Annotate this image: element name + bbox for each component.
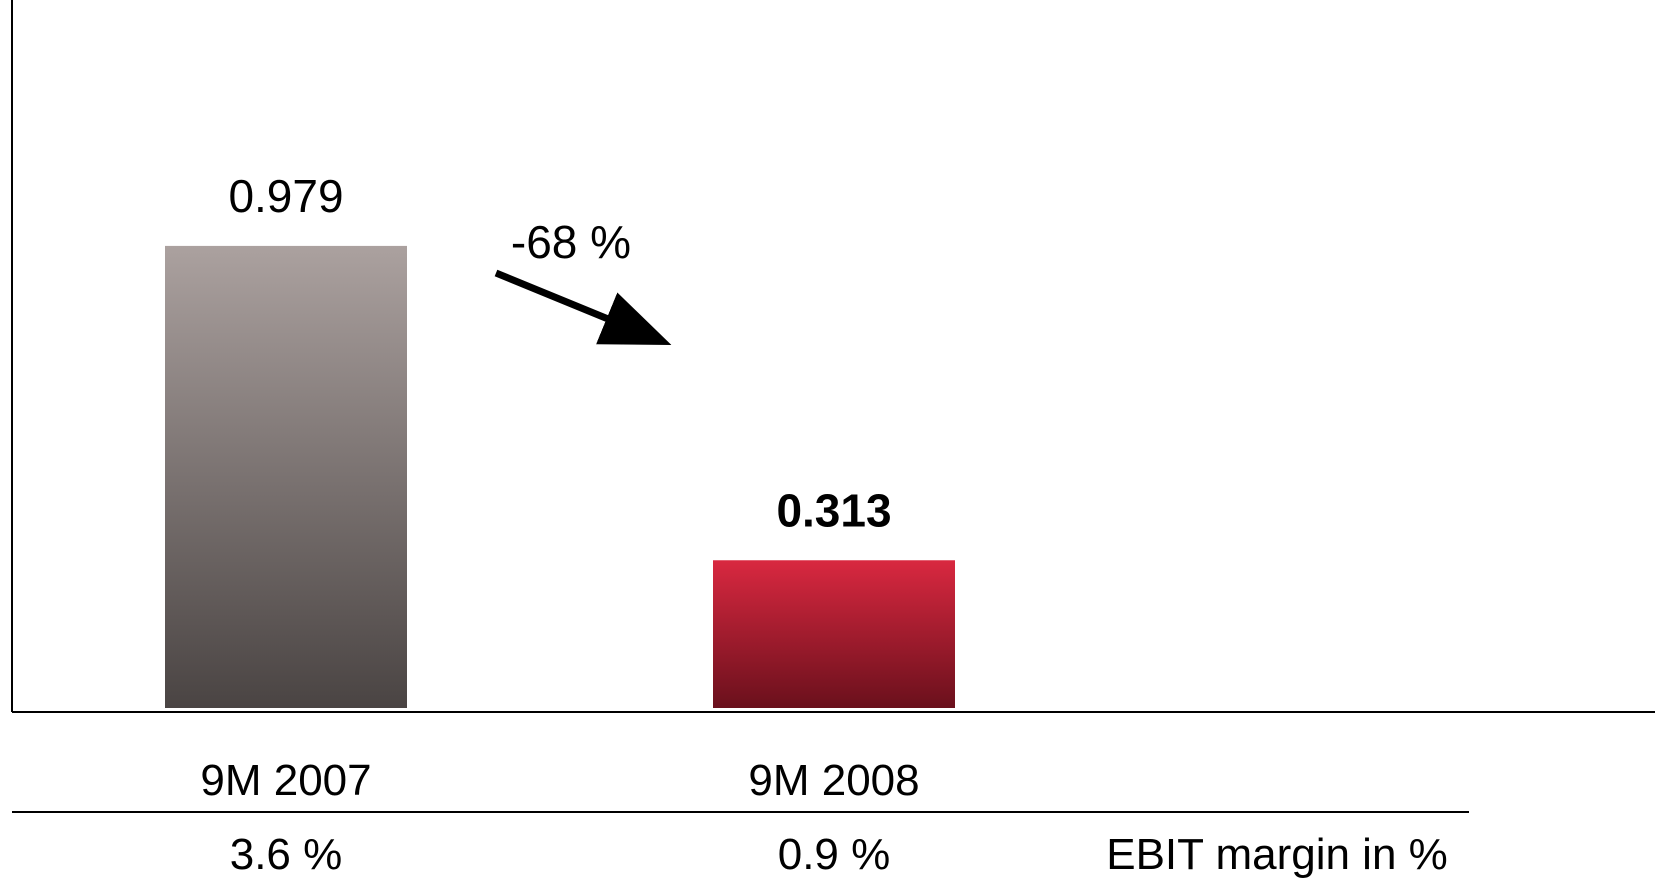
- bar-value-label: 0.979: [228, 170, 343, 222]
- change-annotation-label: -68 %: [511, 216, 631, 268]
- ebit-margin-value: 0.9 %: [778, 830, 891, 878]
- category-labels-group: 9M 2007 9M 2008: [200, 756, 919, 805]
- bar-9m-2007: [165, 245, 407, 709]
- bar-value-label: 0.313: [776, 484, 891, 536]
- x-tick-label: 9M 2008: [748, 756, 919, 805]
- ebit-margin-value: 3.6 %: [230, 830, 343, 878]
- ebit-margin-row-label: EBIT margin in %: [1106, 830, 1448, 878]
- x-tick-label: 9M 2007: [200, 756, 371, 805]
- bars-group: 0.979 0.313: [165, 170, 955, 709]
- ebit-margin-values-group: 3.6 % 0.9 %: [230, 830, 891, 879]
- bar-9m-2008: [713, 560, 955, 708]
- decline-arrow-icon: [494, 269, 672, 345]
